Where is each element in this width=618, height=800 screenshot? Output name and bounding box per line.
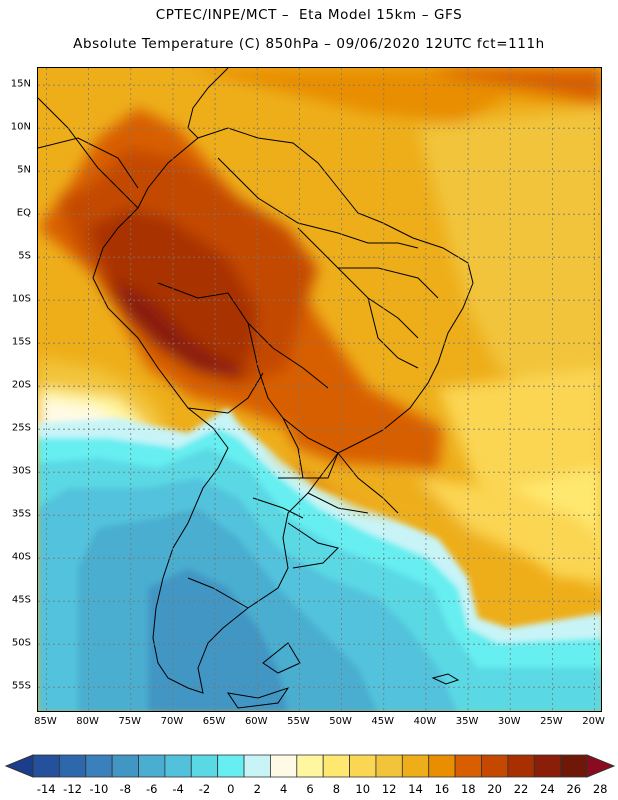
latitude-label: 15N [10, 78, 31, 90]
latitude-label: 35S [11, 508, 31, 520]
colorbar-box [58, 754, 87, 778]
colorbar-arrow-high [586, 754, 616, 778]
longitude-label: 25W [540, 716, 563, 727]
longitude-label: 40W [413, 716, 437, 727]
colorbar-level-label: -8 [119, 782, 132, 796]
longitude-label: 30W [497, 716, 521, 727]
latitude-label: 30S [11, 465, 31, 477]
longitude-label: 60W [244, 716, 268, 727]
colorbar-box [138, 754, 166, 778]
country-borders [38, 68, 474, 709]
colorbar-level-label: -10 [89, 782, 109, 796]
colorbar-box [217, 754, 245, 778]
latitude-label: 10N [10, 121, 31, 133]
longitude-label: 20W [582, 716, 605, 727]
colorbar-box [507, 754, 535, 778]
title-line-2: Absolute Temperature (C) 850hPa – 09/06/… [73, 36, 545, 52]
colorbar-level-label: 24 [540, 782, 555, 796]
latitude-label: 5S [18, 250, 31, 262]
colorbar-level-label: 26 [566, 782, 582, 796]
latitude-label: 25S [11, 422, 31, 434]
colorbar-level-label: 12 [381, 782, 397, 796]
colorbar-level-label: 28 [592, 782, 608, 796]
colorbar-box [401, 754, 430, 778]
colorbar-level-label: 18 [460, 782, 476, 796]
colorbar-box [243, 754, 271, 778]
colorbar-level-label: 0 [227, 782, 235, 796]
longitude-label: 35W [455, 716, 479, 727]
colorbar-level-label: 2 [253, 782, 261, 796]
colorbar-box [533, 754, 562, 778]
colorbar-box [375, 754, 403, 778]
colorbar-box [85, 754, 113, 778]
colorbar-level-label: 14 [408, 782, 423, 796]
colorbar-box [560, 754, 588, 778]
colorbar-box [111, 754, 139, 778]
colorbar-box [296, 754, 324, 778]
colorbar-box [322, 754, 350, 778]
longitude-label: 85W [34, 716, 57, 727]
latitude-label: 20S [11, 379, 31, 391]
colorbar-level-label: 6 [306, 782, 314, 796]
longitude-label: 55W [287, 716, 310, 727]
colorbar-box [190, 754, 219, 778]
colorbar-level-label: -6 [145, 782, 158, 796]
latitude-label: 10S [11, 293, 31, 305]
colorbar-level-label: 8 [332, 782, 341, 796]
colorbar-box [164, 754, 192, 778]
colorbar-box [270, 754, 298, 778]
colorbar-level-label: 10 [355, 782, 371, 796]
colorbar-box [428, 754, 456, 778]
longitude-label: 50W [329, 716, 352, 727]
longitude-label: 65W [202, 716, 226, 727]
longitude-label: 80W [76, 716, 99, 727]
title-line-1: CPTEC/INPE/MCT – Eta Model 15km – GFS [155, 7, 463, 23]
longitude-label: 70W [160, 716, 184, 727]
latitude-label: EQ [16, 207, 31, 219]
latitude-label: 55S [11, 680, 31, 692]
colorbar-level-label: -12 [63, 782, 82, 796]
colorbar-box [481, 754, 509, 778]
colorbar-arrow-low [4, 754, 34, 778]
colorbar-level-label: -2 [198, 782, 211, 796]
longitude-label: 75W [118, 716, 142, 727]
latitude-label: 50S [11, 637, 31, 649]
colorbar-level-label: -14 [36, 782, 56, 796]
colorbar-box [349, 754, 377, 778]
colorbar-level-label: 20 [487, 782, 502, 796]
latitude-label: 40S [11, 551, 31, 563]
colorbar-level-label: -4 [172, 782, 184, 796]
temperature-map [37, 67, 602, 712]
colorbar-level-label: 22 [513, 782, 529, 796]
latitude-label: 45S [11, 594, 31, 606]
longitude-label: 45W [371, 716, 395, 727]
graticule [38, 68, 601, 711]
latitude-label: 15S [11, 336, 31, 348]
latitude-label: 5N [17, 164, 31, 176]
colorbar-level-label: 4 [279, 782, 288, 796]
colorbar-box [454, 754, 482, 778]
colorbar-level-label: 16 [434, 782, 450, 796]
colorbar-box [32, 754, 60, 778]
